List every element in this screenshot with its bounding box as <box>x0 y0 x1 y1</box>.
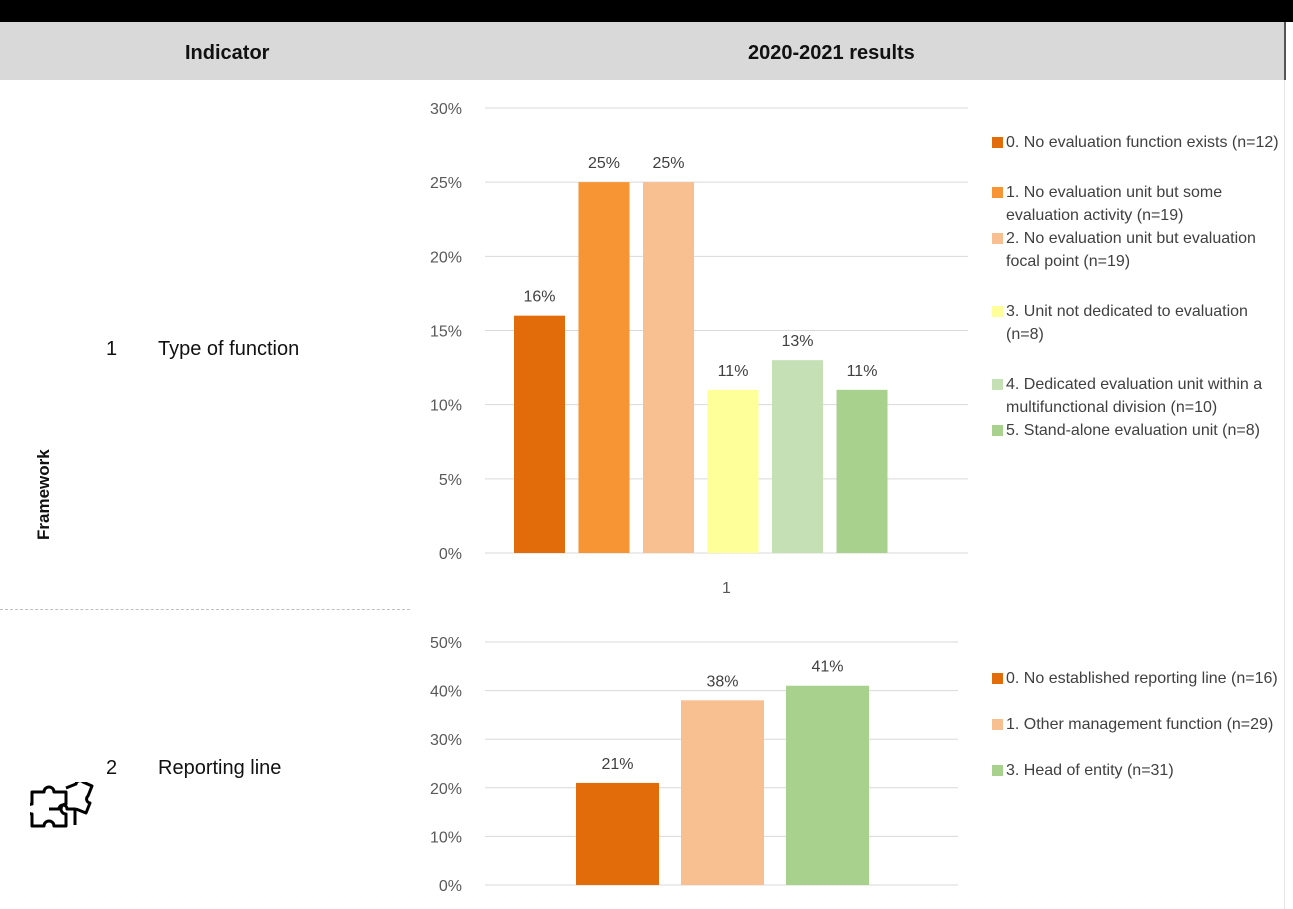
legend-label: 3. Head of entity (n=31) <box>1006 762 1174 779</box>
results-header: 2020-2021 results <box>748 42 915 64</box>
data-label: 21% <box>601 756 633 773</box>
legend-item: 0. No established reporting line (n=16) <box>992 667 1282 690</box>
data-label: 25% <box>652 155 684 172</box>
legend-swatch <box>992 233 1003 244</box>
row-2-label: Reporting line <box>158 757 282 779</box>
y-tick-label: 20% <box>430 781 462 798</box>
type-of-function-chart: 0% 5% 10% 15% 20% 25% 30% 16% 25% 25% 11% 13% 11% 1 <box>430 101 968 597</box>
bar <box>681 700 764 885</box>
legend-swatch <box>992 765 1003 776</box>
y-tick-label: 10% <box>430 398 462 415</box>
legend-label: 3. Unit not dedicated to evaluation (n=8… <box>1006 303 1248 343</box>
y-tick-label: 25% <box>430 175 462 192</box>
data-label: 11% <box>847 363 878 380</box>
data-label: 41% <box>811 659 843 676</box>
row-1-number: 1 <box>106 338 118 360</box>
legend-item: 1. No evaluation unit but some evaluatio… <box>992 181 1282 227</box>
puzzle-icon <box>25 779 94 845</box>
legend-label: 1. Other management function (n=29) <box>1006 716 1274 733</box>
legend-label: 0. No evaluation function exists (n=12) <box>1006 134 1279 151</box>
legend-label: 0. No established reporting line (n=16) <box>1006 670 1278 687</box>
legend-swatch <box>992 137 1003 148</box>
y-tick-label: 20% <box>430 249 462 266</box>
framework-side-label: Framework <box>34 449 53 540</box>
legend-item: 1. Other management function (n=29) <box>992 713 1282 736</box>
data-label: 16% <box>523 289 555 306</box>
legend-swatch <box>992 719 1003 730</box>
y-tick-label: 30% <box>430 732 462 749</box>
row-divider <box>0 609 410 610</box>
x-category-label: 1 <box>722 580 731 597</box>
legend-swatch <box>992 379 1003 390</box>
legend-swatch <box>992 425 1003 436</box>
bar <box>836 389 888 553</box>
data-label: 25% <box>588 155 620 172</box>
table-header: Indicator 2020-2021 results <box>0 22 1286 80</box>
row-1-label: Type of function <box>158 338 300 360</box>
legend-swatch <box>992 306 1003 317</box>
reporting-line-chart: 0% 10% 20% 30% 40% 50% 21% 38% 41% <box>430 635 958 895</box>
y-tick-label: 10% <box>430 829 462 846</box>
data-label: 38% <box>706 673 738 690</box>
legend-label: 5. Stand-alone evaluation unit (n=8) <box>1006 422 1260 439</box>
y-tick-label: 5% <box>439 472 462 489</box>
y-tick-label: 0% <box>439 878 462 895</box>
reporting-line-legend: 0. No established reporting line (n=16) 1… <box>992 667 1282 782</box>
legend-item: 2. No evaluation unit but evaluation foc… <box>992 227 1282 273</box>
y-tick-label: 40% <box>430 684 462 701</box>
legend-label: 1. No evaluation unit but some evaluatio… <box>1006 184 1223 224</box>
legend-label: 4. Dedicated evaluation unit within a mu… <box>1006 376 1263 416</box>
legend-item: 3. Unit not dedicated to evaluation (n=8… <box>992 300 1282 346</box>
bar <box>578 182 630 553</box>
legend-label: 2. No evaluation unit but evaluation foc… <box>1006 230 1256 270</box>
legend-item: 3. Head of entity (n=31) <box>992 759 1282 782</box>
data-label: 13% <box>781 333 813 350</box>
legend-item: 5. Stand-alone evaluation unit (n=8) <box>992 419 1282 442</box>
legend-item: 0. No evaluation function exists (n=12) <box>992 131 1282 154</box>
legend-swatch <box>992 187 1003 198</box>
bar <box>514 315 565 553</box>
y-tick-label: 30% <box>430 101 462 118</box>
bar <box>786 685 869 885</box>
bar <box>772 360 823 553</box>
y-tick-label: 0% <box>439 546 462 563</box>
legend-item: 4. Dedicated evaluation unit within a mu… <box>992 373 1282 419</box>
indicator-header: Indicator <box>185 42 270 64</box>
data-label: 11% <box>718 363 749 380</box>
legend-swatch <box>992 673 1003 684</box>
row-2-number: 2 <box>106 757 118 779</box>
y-tick-label: 50% <box>430 635 462 652</box>
top-bar <box>0 0 1293 22</box>
y-tick-label: 15% <box>430 324 462 341</box>
bar <box>643 182 694 553</box>
type-of-function-legend: 0. No evaluation function exists (n=12) 1… <box>992 131 1282 442</box>
bar <box>707 389 759 553</box>
bar <box>576 782 659 885</box>
